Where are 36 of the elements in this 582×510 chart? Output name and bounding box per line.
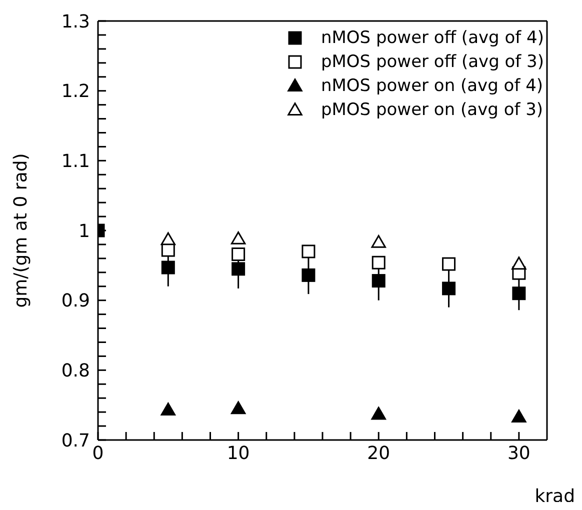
point bbox=[230, 232, 246, 244]
y-tick-label: 0.7 bbox=[61, 430, 90, 452]
point bbox=[302, 244, 316, 258]
point bbox=[161, 243, 175, 257]
y-axis-title: gm/(gm at 0 rad) bbox=[10, 153, 32, 308]
point bbox=[302, 268, 316, 282]
y-tick-label: 1.2 bbox=[61, 81, 90, 102]
legend-label: nMOS power on (avg of 4) bbox=[320, 75, 544, 98]
y-tick-label: 1.3 bbox=[61, 11, 90, 32]
point bbox=[372, 256, 386, 270]
y-tick-label: 0.8 bbox=[61, 360, 90, 382]
point bbox=[512, 256, 526, 270]
legend-label: pMOS power off (avg of 3) bbox=[320, 51, 544, 74]
point bbox=[442, 282, 456, 296]
point bbox=[512, 286, 526, 300]
point bbox=[232, 262, 246, 276]
x-tick-label: 0 bbox=[92, 442, 104, 464]
point bbox=[442, 257, 456, 271]
point bbox=[232, 247, 246, 261]
x-tick-label: 10 bbox=[226, 442, 250, 464]
point bbox=[371, 406, 386, 420]
point bbox=[372, 274, 386, 288]
point bbox=[160, 402, 176, 416]
y-tick-label: 1 bbox=[78, 220, 90, 242]
y-tick-label: 1.1 bbox=[61, 151, 90, 172]
legend-label: pMOS power on (avg of 3) bbox=[320, 99, 544, 122]
legend-label: nMOS power off (avg of 4) bbox=[320, 27, 544, 50]
point bbox=[371, 235, 386, 248]
point bbox=[512, 410, 526, 423]
point bbox=[230, 401, 246, 414]
x-tick-label: 30 bbox=[507, 442, 530, 464]
point bbox=[161, 260, 175, 274]
point bbox=[160, 232, 176, 246]
x-tick-label: 20 bbox=[367, 442, 390, 464]
x-axis-title: krad bbox=[534, 486, 575, 507]
y-tick-label: 0.9 bbox=[61, 290, 90, 312]
